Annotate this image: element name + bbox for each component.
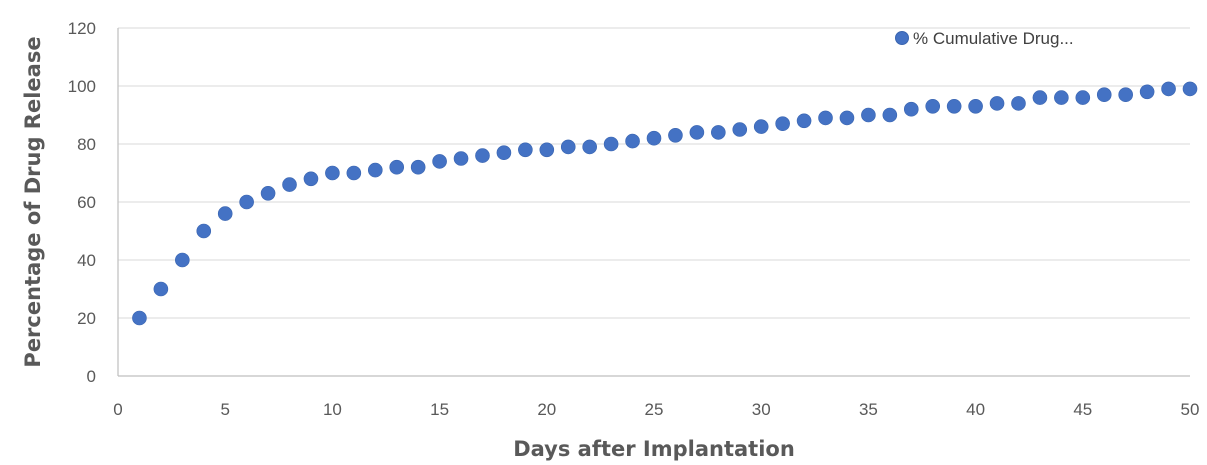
y-tick-label: 120 [68, 19, 96, 38]
data-point [389, 159, 405, 175]
data-point [217, 206, 233, 221]
x-tick-label: 10 [323, 400, 342, 419]
data-point [346, 165, 362, 181]
data-point [1011, 96, 1026, 111]
data-point [1054, 90, 1069, 105]
data-point [732, 122, 748, 137]
x-tick-label: 5 [220, 400, 229, 419]
data-point [1118, 87, 1133, 102]
data-point [239, 194, 254, 210]
y-tick-label: 100 [68, 77, 96, 96]
data-point [603, 136, 619, 152]
data-point [367, 162, 383, 178]
data-point [968, 99, 983, 114]
data-point [175, 252, 190, 268]
data-point [303, 171, 319, 187]
data-point [496, 145, 512, 160]
data-point [560, 139, 576, 155]
y-axis-ticks: 0 20 40 60 80 100 120 [68, 19, 96, 386]
series-points [132, 81, 1198, 326]
data-point [196, 223, 212, 239]
x-tick-label: 30 [752, 400, 771, 419]
data-point [325, 165, 340, 181]
data-point [1182, 81, 1198, 97]
data-point [1032, 90, 1048, 105]
x-tick-label: 20 [537, 400, 556, 419]
data-point [646, 130, 662, 146]
data-point [903, 101, 919, 117]
data-point [839, 110, 855, 126]
data-point [625, 133, 640, 149]
legend: % Cumulative Drug... [895, 29, 1074, 48]
y-tick-label: 0 [87, 367, 96, 386]
data-point [582, 139, 597, 155]
data-point [432, 154, 447, 169]
data-point [818, 110, 833, 126]
data-point [689, 125, 705, 140]
x-axis-ticks: 0 5 10 15 20 25 30 35 40 45 50 [113, 400, 1199, 419]
gridlines [118, 27, 1190, 319]
x-tick-label: 50 [1181, 400, 1200, 419]
x-tick-label: 35 [859, 400, 878, 419]
data-point [925, 99, 941, 114]
data-point [1139, 84, 1155, 100]
data-point [475, 148, 490, 163]
data-point [518, 142, 533, 158]
y-axis-title: Percentage of Drug Release [21, 36, 45, 367]
data-point [882, 107, 898, 123]
y-tick-label: 80 [77, 135, 96, 154]
data-point [132, 310, 147, 326]
data-point [260, 186, 276, 201]
x-tick-label: 40 [966, 400, 985, 419]
data-point [989, 96, 1005, 111]
data-point [1161, 81, 1176, 97]
data-point [1075, 90, 1091, 105]
data-point [946, 99, 962, 114]
x-tick-label: 45 [1073, 400, 1092, 419]
data-point [796, 113, 812, 129]
legend-label: % Cumulative Drug... [913, 29, 1074, 48]
data-point [668, 128, 683, 143]
y-tick-label: 60 [77, 193, 96, 212]
x-tick-label: 15 [430, 400, 449, 419]
data-point [775, 116, 790, 131]
data-point [453, 151, 469, 166]
data-point [1096, 87, 1112, 102]
legend-marker [895, 31, 909, 45]
data-point [410, 159, 426, 175]
data-point [282, 177, 297, 192]
data-point [861, 107, 876, 123]
y-tick-label: 20 [77, 309, 96, 328]
data-point [153, 281, 169, 297]
x-tick-label: 25 [645, 400, 664, 419]
x-tick-label: 0 [113, 400, 122, 419]
x-axis-title: Days after Implantation [513, 437, 795, 461]
data-point [539, 142, 555, 158]
y-tick-label: 40 [77, 251, 96, 270]
data-point [711, 125, 726, 140]
data-point [753, 119, 769, 134]
